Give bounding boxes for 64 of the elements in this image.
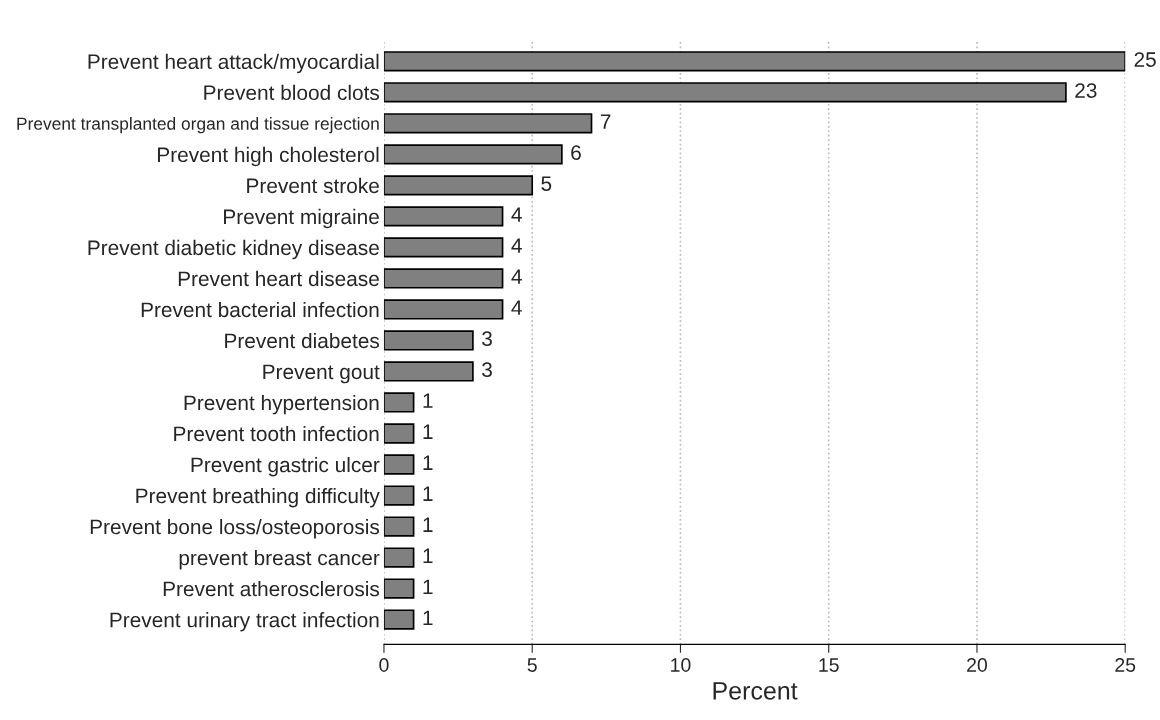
- x-axis-title: Percent: [713, 682, 798, 700]
- bar: [383, 299, 504, 320]
- y-tick-label: Prevent migraine: [224, 208, 379, 229]
- x-tick-label: 0: [379, 658, 389, 672]
- y-tick-label: Prevent breathing difficulty: [136, 487, 380, 508]
- bar: [383, 113, 593, 134]
- data-label: 5: [541, 176, 552, 191]
- bar: [383, 330, 474, 351]
- data-label: 3: [482, 331, 492, 347]
- y-tick-label: Prevent urinary tract infection: [110, 612, 379, 632]
- y-tick-label: Prevent blood clots: [204, 84, 380, 101]
- bar: [383, 237, 504, 258]
- data-label: 4: [511, 269, 522, 284]
- data-label: 1: [423, 486, 433, 501]
- bar: [383, 82, 1067, 103]
- bar: [383, 485, 415, 506]
- y-tick-label: Prevent atherosclerosis: [163, 581, 380, 597]
- data-label: 1: [423, 610, 433, 625]
- y-tick-label: Prevent diabetes: [225, 332, 380, 349]
- x-tick-label: 5: [527, 658, 537, 672]
- bar: [383, 268, 504, 289]
- y-tick-label: prevent breast cancer: [179, 550, 380, 570]
- y-tick-label: Prevent bone loss/osteoporosis: [90, 518, 380, 539]
- bar: [383, 547, 415, 568]
- x-tick-label: 25: [1115, 658, 1136, 672]
- data-label: 1: [423, 579, 433, 594]
- data-label: 1: [423, 455, 433, 470]
- data-label: 1: [423, 393, 433, 408]
- y-tick-label: Prevent hypertension: [184, 394, 379, 415]
- data-label: 4: [511, 300, 522, 315]
- data-label: 25: [1134, 52, 1156, 67]
- y-tick-label: Prevent bacterial infection: [141, 301, 379, 318]
- bar: [383, 206, 504, 227]
- data-label: 1: [423, 517, 433, 532]
- bar: [383, 175, 534, 196]
- y-tick-label: Prevent diabetic kidney disease: [88, 239, 379, 260]
- y-tick-label: Prevent gout: [263, 364, 380, 384]
- data-label: 3: [482, 362, 492, 378]
- data-label: 23: [1075, 83, 1097, 98]
- x-tick-label: 15: [819, 658, 839, 672]
- bar: [383, 454, 415, 475]
- data-label: 4: [511, 207, 522, 222]
- y-tick-label: Prevent tooth infection: [174, 425, 379, 442]
- data-label: 6: [571, 145, 581, 160]
- bar: [383, 144, 563, 165]
- bar: [383, 392, 415, 413]
- y-tick-label: Prevent heart attack/myocardial: [88, 53, 379, 74]
- bar: [383, 423, 415, 444]
- x-tick-label: 10: [671, 658, 691, 672]
- y-tick-label: Prevent high cholesterol: [158, 146, 379, 167]
- x-tick-label: 20: [967, 658, 988, 672]
- y-tick-label: Prevent heart disease: [178, 270, 379, 287]
- bar: [383, 578, 415, 599]
- y-tick-label: Prevent transplanted organ and tissue rejection: [17, 117, 379, 134]
- data-label: 1: [423, 548, 433, 563]
- bar: [383, 361, 474, 382]
- y-tick-label: Prevent gastric ulcer: [191, 456, 380, 477]
- data-label: 7: [600, 114, 611, 129]
- bar: [383, 516, 415, 537]
- data-label: 1: [423, 424, 433, 439]
- bar: [383, 609, 415, 630]
- bar: [383, 51, 1126, 72]
- y-tick-label: Prevent stroke: [247, 177, 379, 194]
- data-label: 4: [511, 238, 522, 253]
